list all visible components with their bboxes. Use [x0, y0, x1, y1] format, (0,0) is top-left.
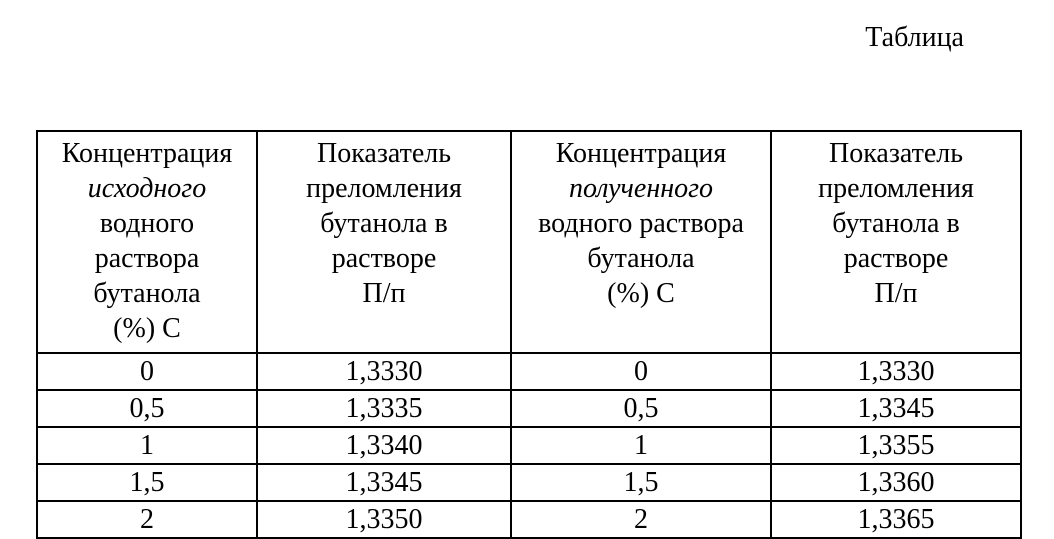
col-header-line: растворе: [778, 241, 1014, 276]
table-row: 0,5 1,3335 0,5 1,3345: [37, 390, 1021, 427]
col-header-4: Показатель преломления бутанола в раство…: [771, 131, 1021, 353]
data-table: Концентрация исходного водного раствора …: [36, 130, 1022, 539]
cell: 1,3345: [257, 464, 511, 501]
cell: 1,5: [511, 464, 771, 501]
page: Таблица Концентрация исходного водного р…: [0, 0, 1054, 536]
col-header-line: П/п: [778, 276, 1014, 311]
col-header-line: раствора: [44, 241, 250, 276]
col-header-line: П/п: [264, 276, 504, 311]
cell: 1,5: [37, 464, 257, 501]
col-header-2: Показатель преломления бутанола в раство…: [257, 131, 511, 353]
cell: 1: [511, 427, 771, 464]
col-header-line: водного раствора: [518, 206, 764, 241]
table-row: 2 1,3350 2 1,3365: [37, 501, 1021, 538]
cell: 0: [37, 353, 257, 390]
table-caption: Таблица: [865, 22, 964, 54]
col-header-line: бутанола в: [778, 206, 1014, 241]
table-row: 1,5 1,3345 1,5 1,3360: [37, 464, 1021, 501]
cell: 1,3340: [257, 427, 511, 464]
cell: 2: [37, 501, 257, 538]
cell: 1,3355: [771, 427, 1021, 464]
table-row: 0 1,3330 0 1,3330: [37, 353, 1021, 390]
table-row: 1 1,3340 1 1,3355: [37, 427, 1021, 464]
cell: 2: [511, 501, 771, 538]
cell: 1,3365: [771, 501, 1021, 538]
cell: 1,3335: [257, 390, 511, 427]
col-header-3: Концентрация полученного водного раствор…: [511, 131, 771, 353]
col-header-line: преломления: [778, 171, 1014, 206]
cell: 0: [511, 353, 771, 390]
col-header-line: Показатель: [264, 136, 504, 171]
cell: 0,5: [511, 390, 771, 427]
cell: 1,3345: [771, 390, 1021, 427]
col-header-line: Показатель: [778, 136, 1014, 171]
col-header-line: Концентрация: [44, 136, 250, 171]
cell: 0,5: [37, 390, 257, 427]
col-header-1: Концентрация исходного водного раствора …: [37, 131, 257, 353]
cell: 1,3350: [257, 501, 511, 538]
cell: 1: [37, 427, 257, 464]
col-header-line: бутанола: [44, 276, 250, 311]
col-header-line: полученного: [518, 171, 764, 206]
col-header-line: (%) C: [518, 276, 764, 311]
col-header-line: растворе: [264, 241, 504, 276]
col-header-line: (%) C: [44, 311, 250, 346]
col-header-line: исходного: [44, 171, 250, 206]
col-header-line: бутанола в: [264, 206, 504, 241]
col-header-line: водного: [44, 206, 250, 241]
col-header-line: Концентрация: [518, 136, 764, 171]
col-header-line: преломления: [264, 171, 504, 206]
col-header-line: бутанола: [518, 241, 764, 276]
table-container: Концентрация исходного водного раствора …: [36, 130, 1020, 539]
table-header-row: Концентрация исходного водного раствора …: [37, 131, 1021, 353]
cell: 1,3360: [771, 464, 1021, 501]
cell: 1,3330: [257, 353, 511, 390]
cell: 1,3330: [771, 353, 1021, 390]
